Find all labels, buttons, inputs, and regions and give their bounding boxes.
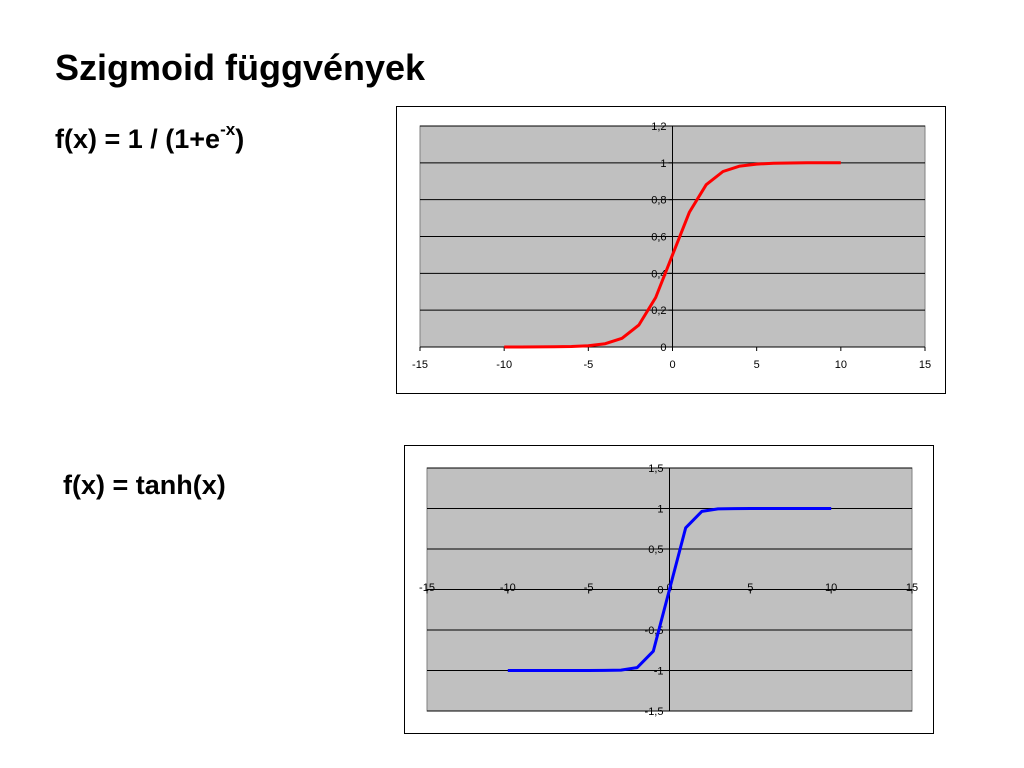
tanh-x-tick-label: -10 <box>500 582 516 594</box>
logistic-chart: 0 0,2 0,4 0,6 0,8 1 1,2 -15 -10 -5 0 5 10 15 <box>396 106 946 394</box>
tanh-chart-svg: -1,5-1-0,500,511,5-15 -10 -5 0 5 10 15 <box>419 463 918 718</box>
logistic-x-tick-label: 15 <box>919 359 931 371</box>
logistic-series-line <box>504 161 841 349</box>
logistic-y-tick-label: 0,6 <box>651 232 666 244</box>
logistic-y-tick-label: 1,2 <box>651 121 666 133</box>
logistic-x-tick-label: 0 <box>669 359 675 371</box>
logistic-y-tick-label: 0,2 <box>651 305 666 317</box>
logistic-formula: f(x) = 1 / (1+e-x) <box>55 116 244 156</box>
tanh-chart: -1,5 -1 -0,5 0 0,5 1 1,5 -15 -10 -5 0 5 10 15 <box>404 445 934 734</box>
logistic-y-tick-label: 0,8 <box>651 195 666 207</box>
logistic-y-tick-label: 1 <box>660 158 666 170</box>
tanh-y-tick-label: 0 <box>657 585 663 597</box>
logistic-x-tick-label: 10 <box>835 359 847 371</box>
logistic-x-tick-label: -15 <box>412 359 428 371</box>
logistic-chart-svg: 00,20,40,60,811,2-15 -10 -5 0 5 10 15 <box>412 121 931 371</box>
tanh-y-tick-label: 0,5 <box>648 544 663 556</box>
logistic-x-tick-label: 5 <box>754 359 760 371</box>
logistic-formula-prefix: f(x) = 1 / (1+e <box>55 124 221 154</box>
logistic-formula-exponent: -x <box>220 120 236 139</box>
tanh-y-tick-label: -1 <box>654 666 664 678</box>
tanh-formula: f(x) = tanh(x) <box>63 470 226 500</box>
tanh-x-tick-label: 10 <box>825 582 837 594</box>
tanh-y-tick-label: 1,5 <box>648 463 663 475</box>
tanh-x-tick-label: -5 <box>584 582 594 594</box>
tanh-x-tick-label: -15 <box>419 582 435 594</box>
logistic-formula-suffix: ) <box>235 124 245 154</box>
tanh-x-tick-label: 5 <box>747 582 753 594</box>
tanh-series-line <box>507 507 832 672</box>
tanh-x-tick-label: 15 <box>906 582 918 594</box>
logistic-y-tick-label: 0 <box>660 342 666 354</box>
tanh-y-tick-label: -1,5 <box>645 706 664 718</box>
tanh-y-tick-label: 1 <box>657 504 663 516</box>
logistic-x-tick-label: -5 <box>583 359 593 371</box>
page-title: Szigmoid függvények <box>55 47 426 88</box>
logistic-x-tick-label: -10 <box>496 359 512 371</box>
